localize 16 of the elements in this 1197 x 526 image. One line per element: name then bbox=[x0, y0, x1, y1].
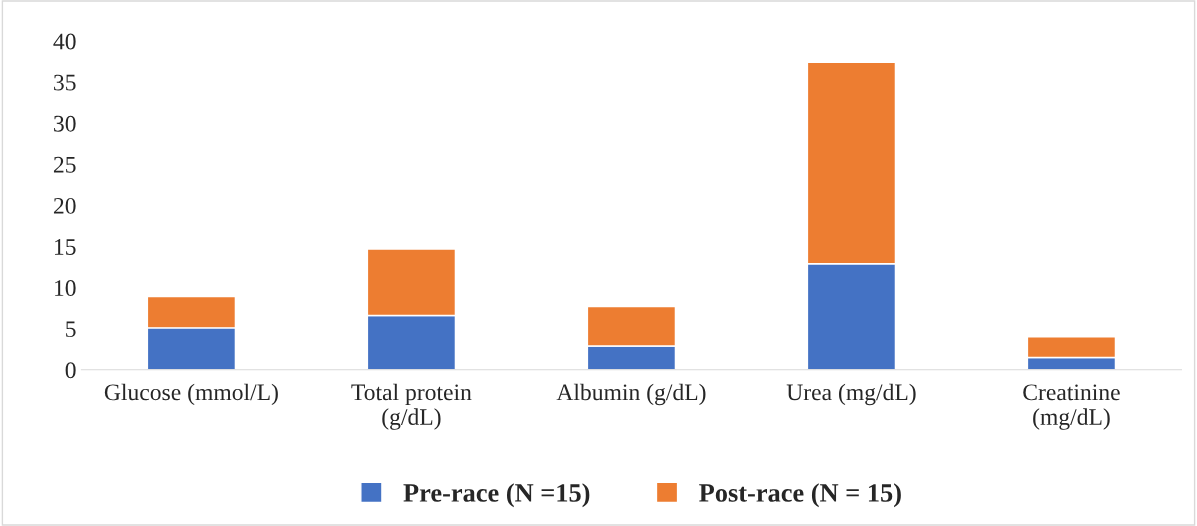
y-tick-label: 40 bbox=[53, 33, 76, 50]
x-tick-label: Creatinine (mg/dL) bbox=[1023, 384, 1120, 430]
x-tick-label: Total protein (g/dL) bbox=[351, 383, 472, 430]
y-tick-label: 30 bbox=[54, 115, 76, 132]
y-tick-label: 10 bbox=[55, 280, 76, 297]
x-tick-label: Urea (mg/dL) bbox=[786, 383, 916, 406]
y-tick-label: 15 bbox=[55, 239, 76, 255]
y-tick-label: 35 bbox=[54, 74, 76, 91]
y-tick-label: 20 bbox=[53, 197, 76, 214]
legend-label: Pre-race (N =15) bbox=[403, 483, 590, 508]
x-tick-label: Glucose (mmol/L) bbox=[104, 383, 278, 406]
y-tick-label: 25 bbox=[53, 156, 76, 173]
x-tick-label: Albumin (g/dL) bbox=[556, 383, 706, 406]
y-tick-label: 5 bbox=[66, 321, 76, 338]
y-tick-label: 0 bbox=[65, 362, 76, 379]
legend-label: Post-race (N = 15) bbox=[699, 483, 901, 508]
